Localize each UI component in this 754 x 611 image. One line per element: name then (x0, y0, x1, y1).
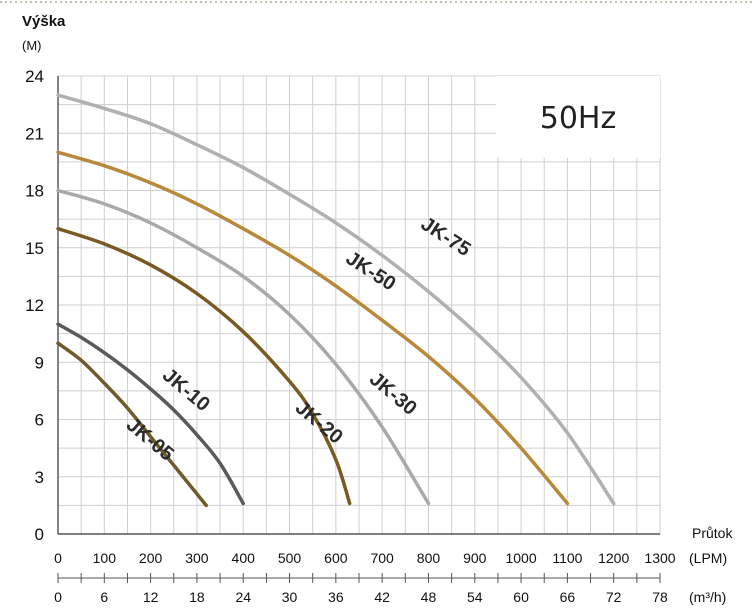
curve-label-jk-20: JK-20 (291, 397, 347, 449)
x-tick-label: 0 (54, 550, 62, 566)
curve-label-jk-05: JK-05 (122, 414, 178, 466)
curve-jk-20 (56, 226, 352, 506)
curve-jk-50 (56, 150, 570, 506)
x-tick-label: 400 (232, 550, 256, 566)
x-tick-labels: 0 100 200 300 400 500 600 700 800 900 1000 1100 1200… (54, 550, 676, 566)
y-tick-labels: 0 3 6 9 12 15 18 21 24 (25, 67, 44, 544)
curves (56, 93, 616, 508)
y-tick-label: 9 (35, 353, 44, 372)
curve-jk-10 (56, 322, 245, 506)
x-tick-label: 800 (417, 550, 441, 566)
x-axis-title: Průtok (692, 525, 733, 541)
x-tick-label: 500 (278, 550, 302, 566)
secondary-x-tick-label: 24 (235, 589, 251, 605)
secondary-x-tick-label: 18 (189, 589, 205, 605)
y-axis-unit: (M) (22, 38, 42, 53)
secondary-x-tick-label: 72 (606, 589, 622, 605)
x-tick-label: 1000 (505, 550, 536, 566)
y-tick-label: 0 (35, 525, 44, 544)
secondary-x-tick-label: 42 (374, 589, 390, 605)
x-tick-label: 100 (93, 550, 117, 566)
secondary-x-axis: 0 6 12 18 24 30 36 42 48 54 60 66 72 78 (54, 573, 668, 605)
curve-jk-05 (56, 341, 208, 508)
frequency-label: 50Hz (540, 101, 616, 136)
secondary-x-tick-label: 30 (282, 589, 298, 605)
secondary-x-tick-label: 48 (421, 589, 437, 605)
secondary-x-tick-label: 66 (560, 589, 576, 605)
y-axis-title: Výška (22, 13, 66, 30)
x-tick-label: 600 (324, 550, 348, 566)
curve-label-jk-75: JK-75 (417, 213, 475, 261)
x-axis-unit-lpm: (LPM) (689, 550, 727, 566)
secondary-x-tick-label: 12 (143, 589, 159, 605)
secondary-x-tick-label: 0 (54, 589, 62, 605)
curve-label-jk-50: JK-50 (342, 247, 400, 295)
x-tick-label: 900 (463, 550, 487, 566)
x-tick-label: 1300 (644, 550, 675, 566)
x-axis-unit-m3h: (m³/h) (689, 589, 726, 605)
x-tick-label: 200 (139, 550, 163, 566)
x-tick-label: 700 (370, 550, 394, 566)
x-tick-label: 1100 (552, 550, 582, 566)
y-tick-label: 24 (25, 67, 44, 86)
y-tick-label: 6 (35, 411, 44, 430)
y-tick-label: 3 (35, 468, 44, 487)
curve-label-jk-10: JK-10 (158, 364, 214, 416)
x-tick-label: 1200 (598, 550, 629, 566)
y-tick-label: 12 (25, 296, 44, 315)
y-tick-label: 18 (25, 182, 44, 201)
secondary-x-tick-label: 54 (467, 589, 483, 605)
secondary-x-tick-label: 60 (513, 589, 529, 605)
frequency-box: 50Hz (496, 76, 660, 158)
y-tick-label: 15 (25, 239, 44, 258)
x-tick-label: 300 (185, 550, 209, 566)
secondary-x-tick-label: 78 (652, 589, 668, 605)
secondary-x-tick-label: 36 (328, 589, 344, 605)
curve-jk-75 (56, 93, 616, 506)
y-tick-label: 21 (25, 124, 44, 143)
secondary-x-tick-label: 6 (100, 589, 108, 605)
curve-jk-30 (56, 188, 431, 506)
